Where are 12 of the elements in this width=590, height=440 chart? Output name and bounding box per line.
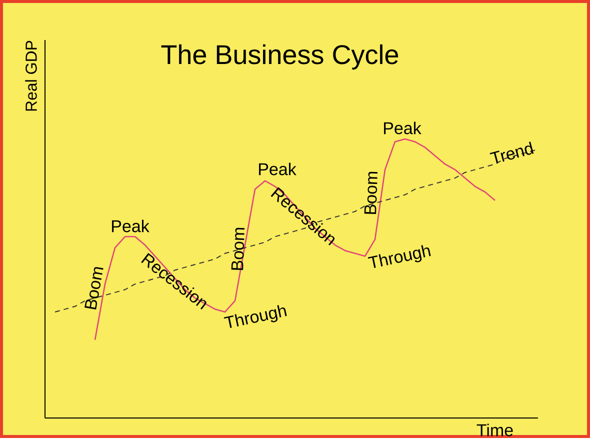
annotation: Boom xyxy=(231,228,244,270)
annotation: Through xyxy=(368,245,431,268)
text: Peak xyxy=(384,122,422,134)
y-axis-title: Real GDP xyxy=(25,41,37,111)
annotation: Boom xyxy=(84,267,104,310)
annotation: Peak xyxy=(112,220,150,232)
annotation: Boom xyxy=(364,172,378,214)
text: Trend xyxy=(490,142,534,164)
annotation: Through xyxy=(224,305,287,328)
chart-title: The Business Cycle xyxy=(161,44,398,70)
annotation: Peak xyxy=(259,162,296,176)
x-axis-title: Time xyxy=(476,424,513,436)
